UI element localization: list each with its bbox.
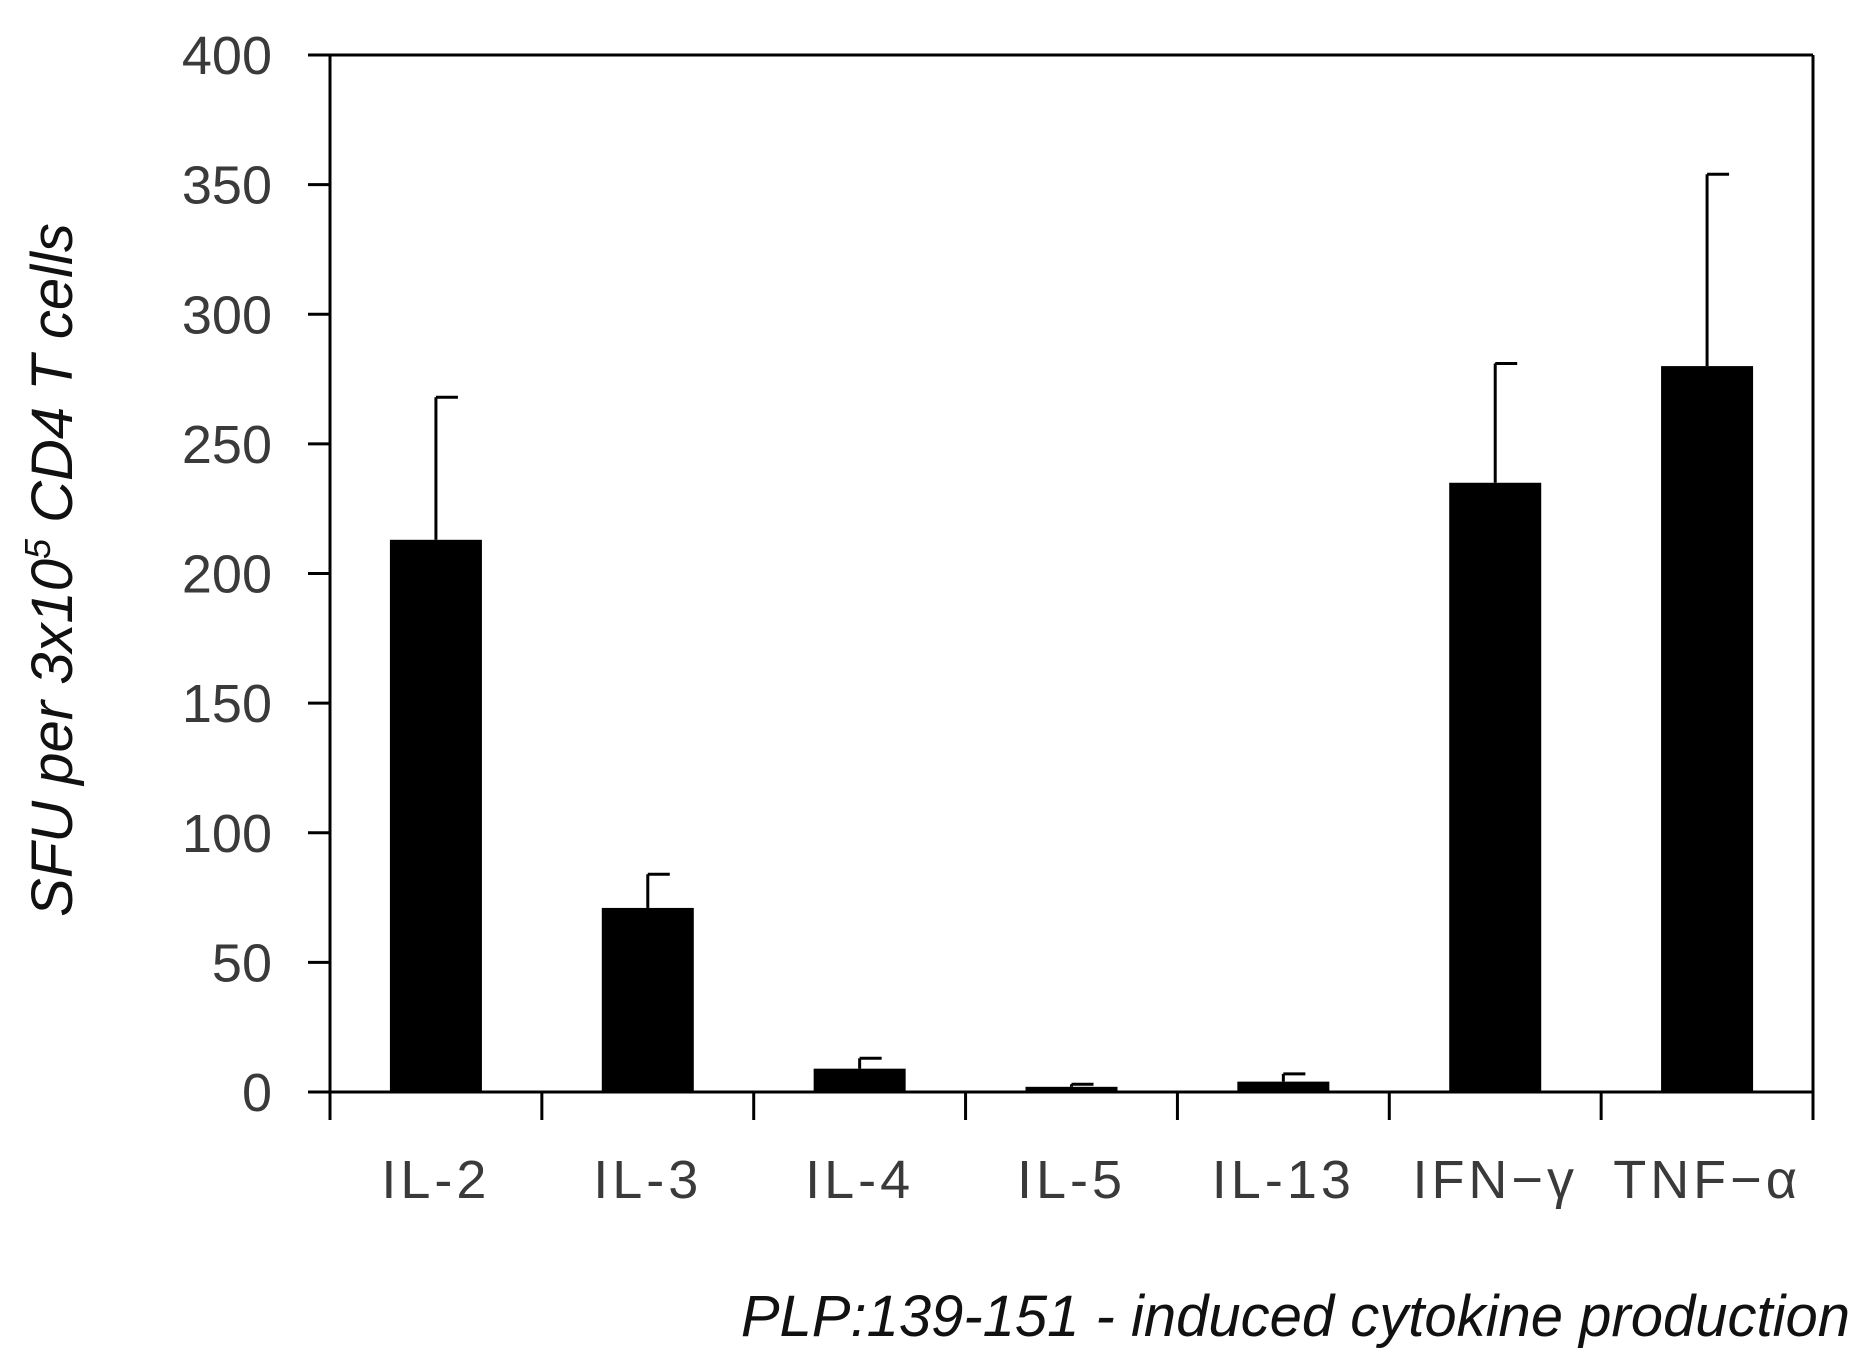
bar-4 <box>1237 1081 1330 1092</box>
y-tick-label: 250 <box>182 415 272 475</box>
x-tick-label: IL-13 <box>1212 1150 1355 1210</box>
y-tick-label: 50 <box>212 933 272 993</box>
bar-0 <box>389 539 482 1092</box>
y-tick-label: 400 <box>182 26 272 86</box>
y-tick-label: 0 <box>242 1063 272 1123</box>
x-axis-title: PLP:139-151 - induced cytokine productio… <box>741 1284 1850 1349</box>
x-tick-label: IL-3 <box>593 1150 702 1210</box>
y-tick-label: 300 <box>182 285 272 345</box>
plot-frame-layer <box>328 53 1815 1120</box>
y-tick-label: 200 <box>182 545 272 605</box>
x-tick-label: IL-2 <box>381 1150 490 1210</box>
y-axis-title-rest: CD4 T cells <box>20 223 85 539</box>
y-axis-title-superscript: 5 <box>17 538 58 559</box>
bar-3 <box>1025 1086 1118 1092</box>
y-tick-label: 150 <box>182 674 272 734</box>
bar-1 <box>601 907 694 1092</box>
bars <box>389 172 1754 1093</box>
y-axis-title-main: SFU per 3x10 <box>20 559 85 917</box>
x-tick-label: IFN−γ <box>1412 1150 1578 1210</box>
y-tick-label: 100 <box>182 804 272 864</box>
bar-2 <box>813 1068 906 1092</box>
x-tick-label: TNF−α <box>1613 1150 1801 1210</box>
x-tick-label: IL-5 <box>1017 1150 1126 1210</box>
x-tick-label: IL-4 <box>805 1150 914 1210</box>
y-axis: 0 50 100 150 200 250 300 350 400 <box>182 26 330 1123</box>
bar-6 <box>1661 366 1754 1093</box>
bar-5 <box>1449 482 1542 1092</box>
y-axis-title: SFU per 3x105 CD4 T cells <box>17 223 85 917</box>
x-axis: IL-2 IL-3 IL-4 IL-5 IL-13 IFN−γ TNF−α <box>328 1092 1815 1210</box>
y-tick-label: 350 <box>182 156 272 216</box>
